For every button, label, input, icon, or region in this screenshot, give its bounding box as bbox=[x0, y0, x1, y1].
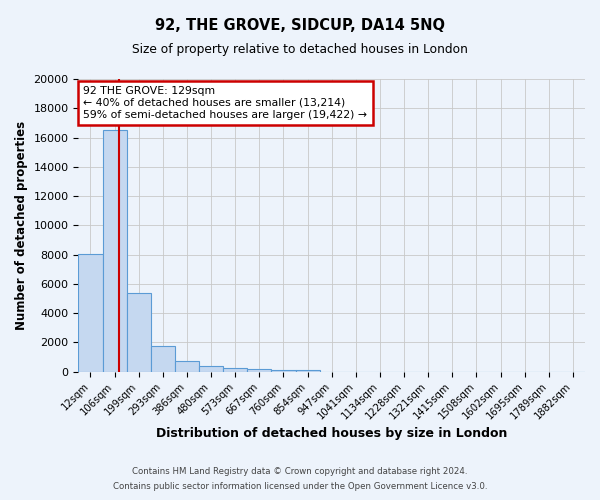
Text: Contains public sector information licensed under the Open Government Licence v3: Contains public sector information licen… bbox=[113, 482, 487, 491]
Bar bbox=[79, 254, 103, 372]
Text: Size of property relative to detached houses in London: Size of property relative to detached ho… bbox=[132, 42, 468, 56]
Y-axis label: Number of detached properties: Number of detached properties bbox=[15, 120, 28, 330]
Bar bbox=[151, 346, 175, 372]
Text: 92 THE GROVE: 129sqm
← 40% of detached houses are smaller (13,214)
59% of semi-d: 92 THE GROVE: 129sqm ← 40% of detached h… bbox=[83, 86, 367, 120]
X-axis label: Distribution of detached houses by size in London: Distribution of detached houses by size … bbox=[156, 427, 508, 440]
Text: 92, THE GROVE, SIDCUP, DA14 5NQ: 92, THE GROVE, SIDCUP, DA14 5NQ bbox=[155, 18, 445, 32]
Bar bbox=[103, 130, 127, 372]
Bar bbox=[296, 370, 320, 372]
Bar bbox=[127, 294, 151, 372]
Bar bbox=[223, 368, 247, 372]
Bar bbox=[175, 362, 199, 372]
Bar bbox=[247, 369, 271, 372]
Text: Contains HM Land Registry data © Crown copyright and database right 2024.: Contains HM Land Registry data © Crown c… bbox=[132, 467, 468, 476]
Bar bbox=[271, 370, 296, 372]
Bar bbox=[199, 366, 223, 372]
